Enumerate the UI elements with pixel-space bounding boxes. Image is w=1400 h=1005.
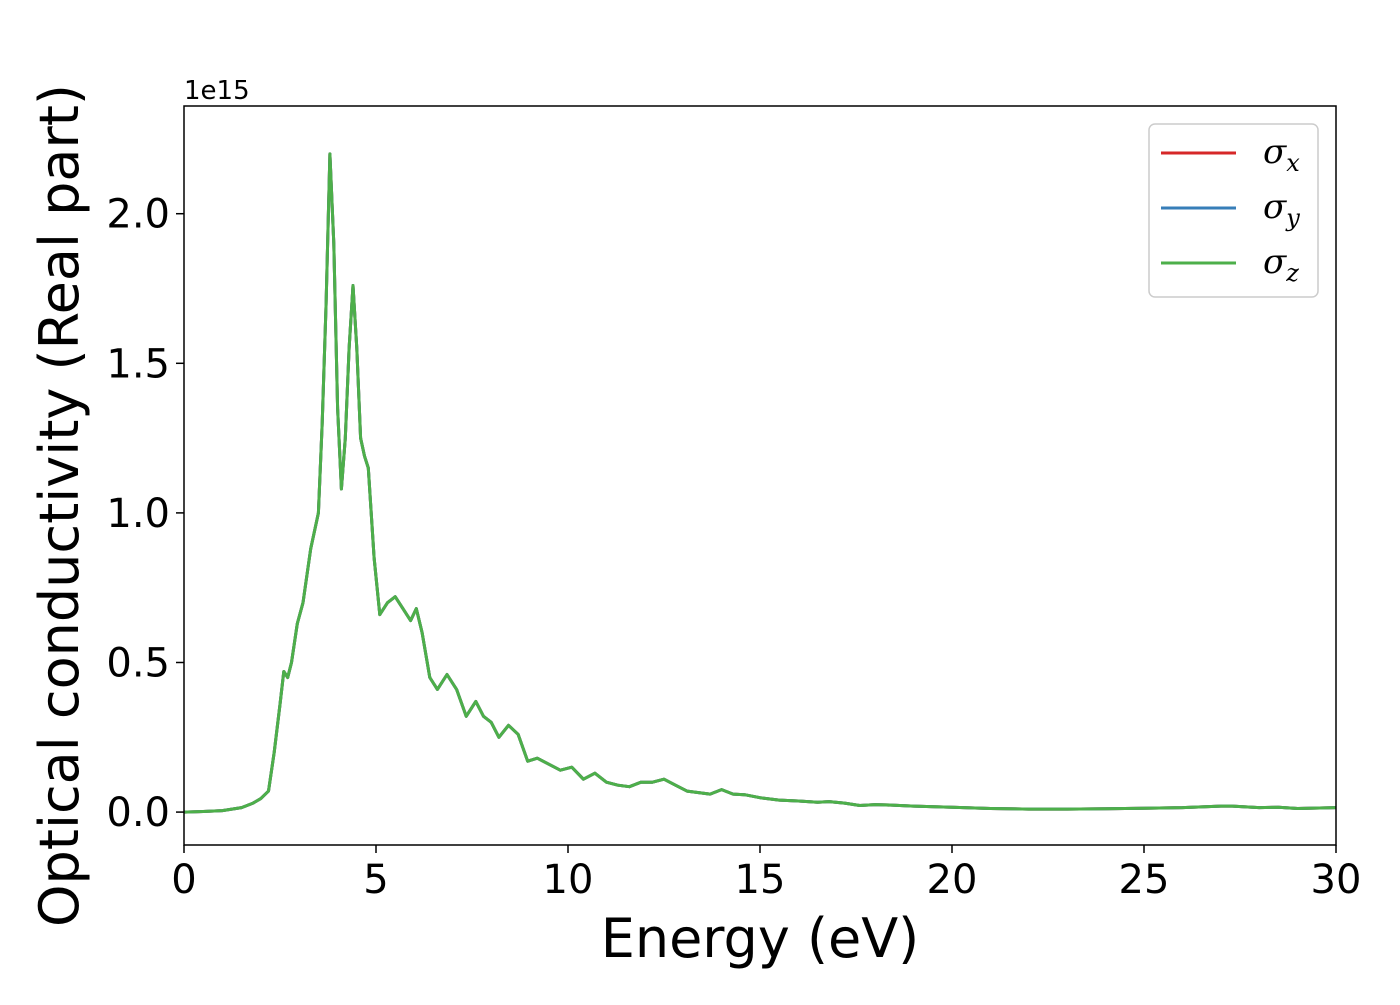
legend-symbol: σ xyxy=(1263,187,1287,227)
y-axis-ticks: 0.0 0.5 1.0 1.5 2.0 xyxy=(106,192,184,836)
y-tick-label: 2.0 xyxy=(106,192,170,238)
y-axis-label: Optical conductivity (Real part) xyxy=(28,84,91,927)
x-axis-label: Energy (eV) xyxy=(601,907,920,970)
y-axis-offset-label: 1e15 xyxy=(184,76,250,106)
legend-entry-label: σy xyxy=(1263,187,1300,232)
legend-subscript: z xyxy=(1285,259,1299,287)
x-tick-label: 25 xyxy=(1119,857,1170,903)
legend-subscript: x xyxy=(1286,149,1300,177)
legend-symbol: σ xyxy=(1263,242,1287,282)
y-tick-label: 1.5 xyxy=(106,341,170,387)
plot-area xyxy=(184,152,1336,814)
legend-symbol: σ xyxy=(1263,132,1287,172)
x-tick-label: 20 xyxy=(927,857,978,903)
x-tick-label: 10 xyxy=(543,857,594,903)
legend-entry-label: σz xyxy=(1263,242,1299,287)
y-tick-label: 0.0 xyxy=(106,790,170,836)
x-tick-label: 0 xyxy=(171,857,196,903)
legend-entry-label: σx xyxy=(1263,132,1300,177)
x-tick-label: 5 xyxy=(363,857,388,903)
y-tick-label: 0.5 xyxy=(106,640,170,686)
series-line-σz xyxy=(184,152,1336,814)
x-tick-label: 15 xyxy=(735,857,786,903)
x-axis-ticks: 0 5 10 15 20 25 30 xyxy=(171,845,1361,903)
y-tick-label: 1.0 xyxy=(106,491,170,537)
legend-subscript: y xyxy=(1285,204,1300,232)
x-tick-label: 30 xyxy=(1311,857,1362,903)
legend-box xyxy=(1148,123,1319,298)
